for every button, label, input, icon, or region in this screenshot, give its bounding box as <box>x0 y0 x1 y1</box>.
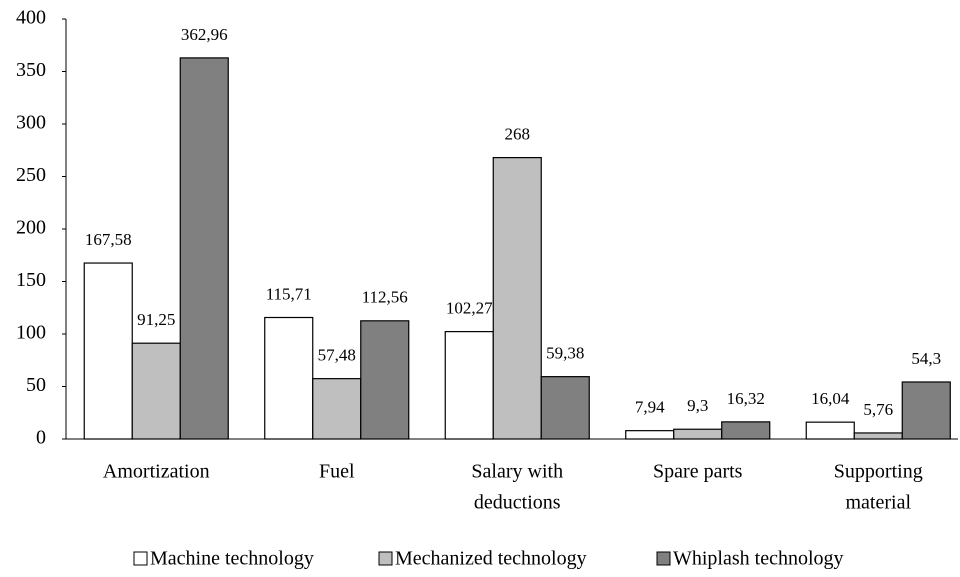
legend-label: Machine technology <box>150 548 314 570</box>
legend-swatch <box>378 551 393 566</box>
value-label: 7,94 <box>635 398 665 417</box>
legend-label: Mechanized technology <box>395 548 587 570</box>
value-label: 102,27 <box>446 299 493 318</box>
x-tick-label: material <box>845 492 911 514</box>
y-tick-label: 50 <box>26 374 46 396</box>
value-label: 54,3 <box>911 349 941 368</box>
legend-swatch <box>133 551 148 566</box>
value-label: 91,25 <box>137 310 175 329</box>
value-label: 16,32 <box>727 389 765 408</box>
value-label: 362,96 <box>181 25 228 44</box>
x-tick-label: Salary with <box>471 461 563 483</box>
value-label: 112,56 <box>362 288 408 307</box>
value-label: 115,71 <box>266 284 312 303</box>
y-tick-label: 300 <box>16 112 46 134</box>
bar <box>901 381 951 440</box>
bar <box>540 376 590 440</box>
y-tick-label: 100 <box>16 322 46 344</box>
value-label: 59,38 <box>546 344 584 363</box>
legend-swatch <box>656 551 671 566</box>
value-label: 268 <box>505 125 531 144</box>
y-tick-label: 150 <box>16 269 46 291</box>
y-tick-label: 400 <box>16 7 46 29</box>
value-label: 9,3 <box>687 396 708 415</box>
bar <box>360 320 410 440</box>
y-tick-label: 0 <box>36 427 46 449</box>
bar <box>444 331 494 440</box>
y-tick-label: 200 <box>16 217 46 239</box>
legend-label: Whiplash technology <box>673 548 844 570</box>
bar <box>625 430 675 440</box>
value-label: 167,58 <box>85 230 132 249</box>
value-label: 5,76 <box>863 400 893 419</box>
bar <box>492 157 542 440</box>
bar <box>83 262 133 440</box>
y-tick-label: 250 <box>16 164 46 186</box>
bar <box>131 342 181 440</box>
y-tick-label: 350 <box>16 59 46 81</box>
value-label: 16,04 <box>811 389 850 408</box>
value-label: 57,48 <box>318 346 356 365</box>
x-tick-label: Spare parts <box>653 461 743 483</box>
bar <box>264 316 314 440</box>
bar <box>853 432 903 440</box>
x-tick-label: Supporting <box>834 461 923 483</box>
bar <box>312 378 362 440</box>
x-tick-label: Amortization <box>103 461 210 483</box>
x-tick-label: deductions <box>474 492 561 514</box>
bar <box>179 57 229 440</box>
x-tick-label: Fuel <box>319 461 355 483</box>
bar <box>721 421 771 440</box>
bar <box>805 421 855 440</box>
bar <box>673 428 723 440</box>
